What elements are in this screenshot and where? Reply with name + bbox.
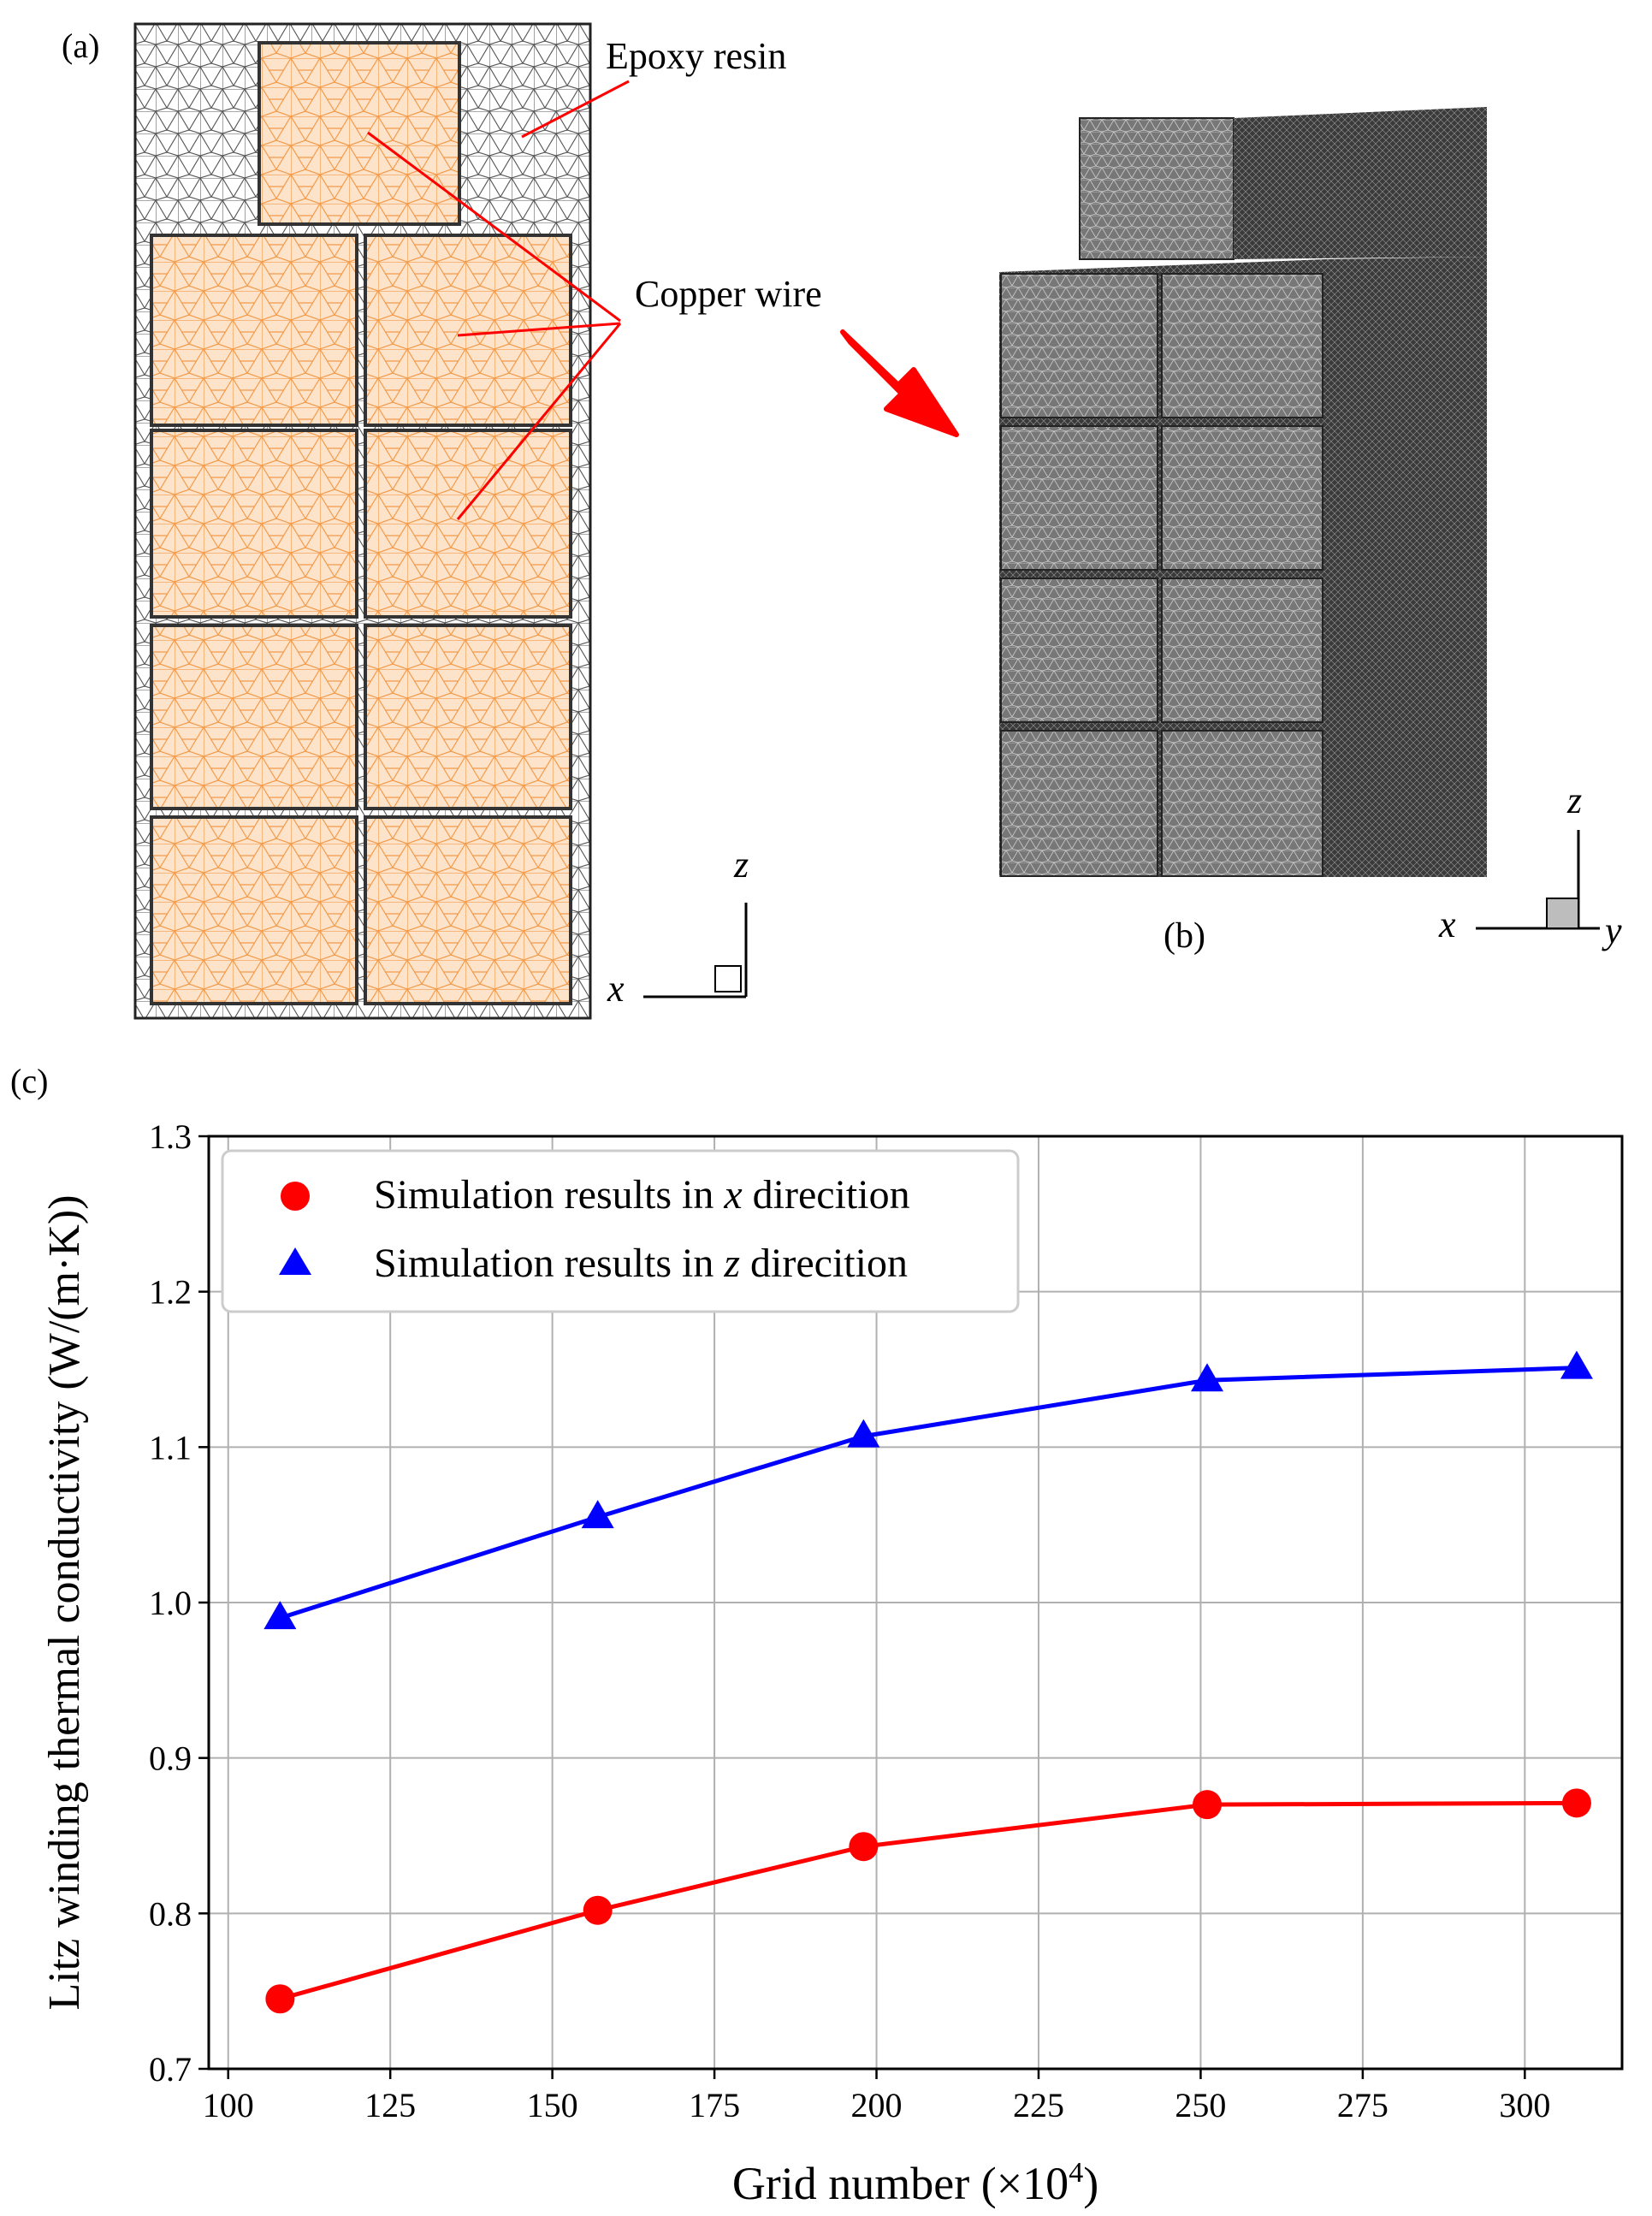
data-point-x [1561,1788,1591,1818]
panel-a-label: (a) [62,27,100,65]
x-tick-label: 200 [851,2086,903,2124]
data-point-z [1560,1350,1593,1379]
data-point-x [849,1832,879,1862]
legend-label-x: Simulation results in x direcition [374,1172,910,1218]
series-line-z [279,1366,1578,1621]
data-point-z [847,1419,880,1448]
y-tick-label: 1.0 [149,1584,192,1622]
x-axis-label: Grid number (×104) [732,2157,1098,2209]
copper-wire-label: Copper wire [635,273,822,315]
panel-b-axis-x-label: x [1439,904,1456,945]
y-axis-label: Litz winding thermal conductivity (W/(m·… [40,1194,89,2010]
x-tick-label: 250 [1175,2086,1226,2124]
panel-a-axis-x-label: x [607,968,625,1010]
chart-legend: Simulation results in x direcition Simul… [221,1149,1020,1313]
data-point-z [263,1601,297,1630]
x-tick-label: 100 [203,2086,254,2124]
y-tick-label: 1.3 [149,1117,192,1156]
x-tick-label: 125 [364,2086,416,2124]
x-tick-label: 150 [527,2086,578,2124]
legend-marker-x [281,1182,310,1211]
panel-a-axis-z-label: z [734,844,749,886]
y-tick-label: 0.8 [149,1894,192,1933]
epoxy-resin-label: Epoxy resin [606,35,787,77]
x-tick-label: 175 [689,2086,740,2124]
x-tick-label: 300 [1499,2086,1550,2124]
x-tick-label: 225 [1013,2086,1064,2124]
data-point-x [1193,1790,1223,1820]
panel-b-axis-z-label: z [1567,779,1583,821]
y-tick-label: 0.9 [149,1739,192,1778]
data-point-x [583,1895,613,1925]
data-point-z [581,1500,614,1529]
chart-series [263,1350,1593,2014]
y-tick-label: 1.2 [149,1273,192,1312]
data-point-x [265,1984,295,2014]
legend-label-z: Simulation results in z direcition [374,1241,908,1286]
chart-ticks: 100 125 150 175 200 225 250 275 300 0.7 0.8 0.9 1.0 1… [149,1117,1550,2124]
x-tick-label: 275 [1337,2086,1389,2124]
series-line-x [279,1800,1577,2001]
data-point-z [1191,1363,1224,1392]
panel-c-label: (c) [10,1062,49,1100]
legend-marker-z [279,1247,311,1275]
y-tick-label: 1.1 [149,1428,192,1466]
panel-b-label: (b) [1164,916,1205,956]
panel-b-axis-y-label: y [1605,910,1622,951]
y-tick-label: 0.7 [149,2050,192,2089]
